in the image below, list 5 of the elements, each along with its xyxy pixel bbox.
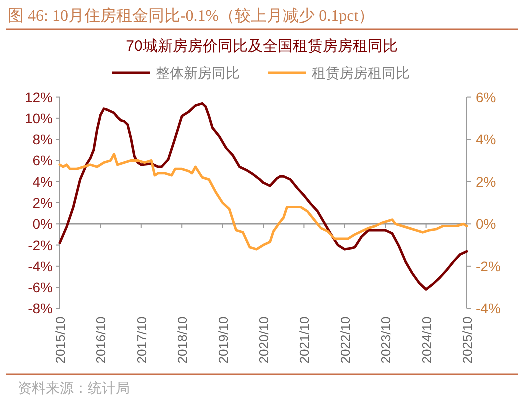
- annotation: 资料来源：统计局: [18, 380, 130, 396]
- legend-label: 整体新房同比: [156, 65, 240, 81]
- legend-label: 租赁房房租同比: [312, 65, 410, 81]
- title: 图 46: 10月住房租金同比-0.1%（较上月减少 0.1pct）: [8, 8, 375, 25]
- subtitle: 70城新房房价同比及全国租赁房房租同比: [126, 38, 398, 55]
